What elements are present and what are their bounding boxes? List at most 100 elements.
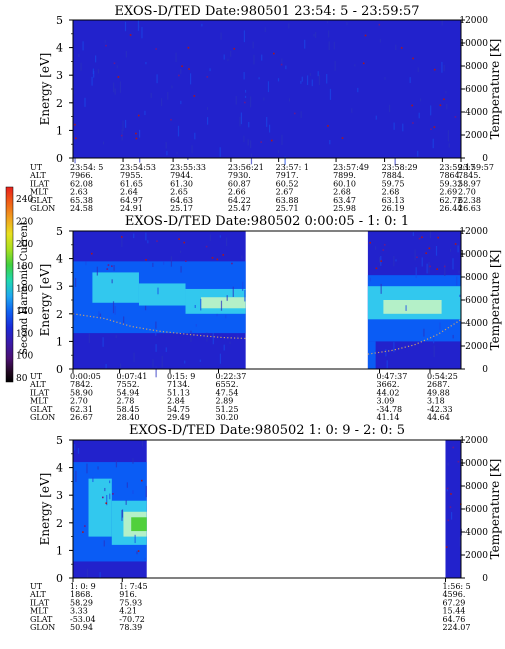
noise-point (156, 240, 158, 242)
noise-point (222, 254, 225, 256)
intensity-streak (85, 261, 87, 266)
ephemeris-value: 62.72 (439, 196, 462, 205)
intensity-streak (144, 305, 147, 311)
intensity-streak (165, 347, 167, 352)
ephemeris-value: 4596. (442, 590, 465, 599)
intensity-band (73, 20, 461, 158)
ephemeris-value: 61.30 (170, 179, 193, 188)
intensity-streak (226, 237, 228, 247)
intensity-band (138, 283, 186, 306)
ephemeris-row-label: ILAT (30, 598, 50, 607)
intensity-streak (190, 330, 192, 342)
y2-tick-label: 4000 (465, 108, 488, 118)
intensity-streak (160, 98, 163, 107)
noise-point (170, 118, 172, 121)
noise-point (106, 268, 109, 270)
y2-tick-label: 10000 (459, 39, 488, 49)
intensity-streak (395, 259, 397, 262)
intensity-streak (285, 65, 287, 70)
intensity-streak (175, 52, 177, 63)
noise-point (129, 34, 132, 36)
intensity-streak (306, 75, 309, 86)
intensity-streak (448, 143, 450, 148)
intensity-streak (243, 30, 246, 43)
intensity-streak (145, 485, 147, 498)
intensity-streak (264, 27, 266, 32)
intensity-streak (180, 68, 182, 74)
y-tick-label: 1 (56, 124, 63, 137)
intensity-streak (301, 76, 303, 82)
intensity-streak (244, 95, 247, 98)
intensity-streak (116, 65, 118, 69)
y-tick-label: 0 (56, 363, 63, 376)
intensity-streak (328, 41, 330, 51)
intensity-streak (428, 261, 430, 274)
intensity-streak (452, 334, 454, 339)
intensity-streak (421, 257, 423, 267)
noise-point (416, 256, 418, 259)
ephemeris-value: 23:54: 5 (70, 163, 103, 172)
noise-point (135, 137, 138, 140)
intensity-streak (171, 85, 173, 89)
y2-tick-label: 4000 (465, 319, 488, 329)
intensity-streak (125, 50, 127, 58)
intensity-streak (459, 536, 461, 547)
intensity-streak (380, 283, 382, 294)
ephemeris-value: 54.94 (117, 388, 140, 397)
noise-point (185, 260, 187, 262)
intensity-streak (105, 363, 107, 369)
intensity-streak (405, 305, 407, 311)
ephemeris-value: 54.75 (167, 405, 190, 414)
intensity-streak (156, 74, 158, 84)
intensity-streak (430, 105, 432, 116)
ephemeris-table: UTALTILATMLTGLATGLON0:00:057842.58.902.7… (29, 372, 458, 422)
ephemeris-row-label: UT (30, 372, 43, 381)
noise-point (216, 258, 219, 261)
noise-point (141, 479, 143, 482)
colorbar-tick-label: 220 (16, 217, 33, 227)
intensity-streak (354, 64, 356, 67)
intensity-band (131, 517, 147, 532)
intensity-streak (141, 440, 144, 447)
ephemeris-value: -53.04 (70, 615, 96, 624)
ephemeris-value: 60.10 (333, 179, 356, 188)
y2-tick-label: 8000 (465, 273, 488, 283)
intensity-streak (165, 142, 167, 149)
ephemeris-row-label: MLT (30, 397, 49, 406)
intensity-streak (92, 68, 94, 75)
intensity-streak (191, 145, 193, 154)
ephemeris-value: 916. (119, 590, 137, 599)
intensity-streak (243, 72, 245, 80)
ephemeris-row-label: ALT (29, 380, 46, 389)
intensity-streak (429, 231, 432, 239)
intensity-streak (351, 108, 353, 113)
noise-point (433, 68, 436, 71)
ephemeris-value: 1:56: 5 (442, 582, 470, 591)
ephemeris-value: 64.22 (228, 196, 251, 205)
y2-axis-label: Temperature [K] (488, 39, 502, 140)
y2-axis-label: Temperature [K] (488, 459, 502, 560)
ephemeris-value: 26.19 (382, 204, 405, 213)
intensity-streak (184, 360, 186, 364)
noise-point (117, 76, 120, 78)
ephemeris-value: 47.54 (216, 388, 239, 397)
intensity-streak (417, 150, 419, 157)
intensity-streak (309, 73, 311, 76)
noise-point (364, 34, 367, 37)
intensity-streak (418, 112, 420, 119)
ephemeris-value: 2.69 (439, 188, 457, 197)
ephemeris-value: 64.76 (442, 615, 465, 624)
intensity-streak (102, 141, 105, 145)
intensity-streak (91, 76, 93, 86)
intensity-streak (317, 71, 319, 77)
intensity-streak (112, 301, 115, 314)
noise-point (375, 267, 378, 270)
ephemeris-value: 62.08 (70, 179, 93, 188)
intensity-streak (78, 53, 80, 58)
noise-point (271, 139, 273, 142)
intensity-streak (84, 97, 86, 107)
intensity-streak (394, 155, 396, 166)
intensity-streak (119, 363, 122, 370)
intensity-streak (176, 151, 178, 155)
